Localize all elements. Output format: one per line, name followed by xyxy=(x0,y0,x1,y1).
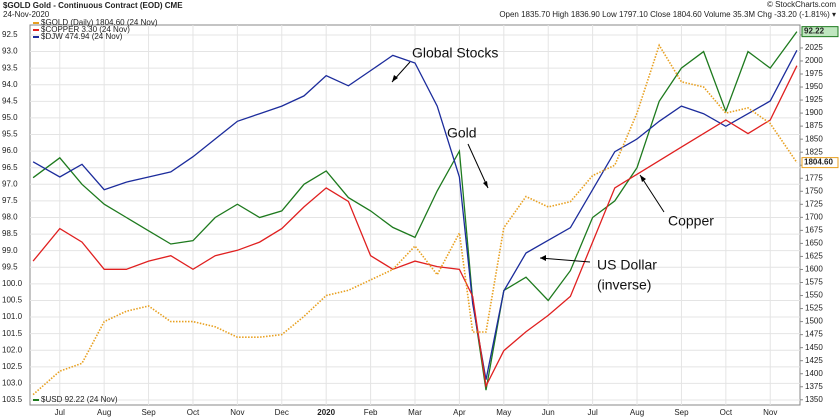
y2-tick-label: 1450 xyxy=(805,343,823,352)
y2-tick-label: 1600 xyxy=(805,265,823,274)
y2-tick-label: 1550 xyxy=(805,291,823,300)
y-tick-label: 102.0 xyxy=(2,345,23,354)
y2-tick-label: 1500 xyxy=(805,317,823,326)
y2-tick-label: 1575 xyxy=(805,278,823,287)
y-tick-label: 96.5 xyxy=(2,163,18,172)
y-tick-label: 103.5 xyxy=(2,395,23,404)
legend-label: $GOLD (Daily) 1804.60 (24 Nov) xyxy=(41,18,158,27)
y2-tick-label: 1700 xyxy=(805,212,823,221)
x-tick-label: Jul xyxy=(588,408,598,417)
x-tick-label: Nov xyxy=(763,408,777,417)
series-line xyxy=(32,31,798,391)
y2-tick-label: 1825 xyxy=(805,147,823,156)
arrow xyxy=(639,174,665,213)
x-tick-label: Sep xyxy=(141,408,156,417)
arrowhead xyxy=(483,181,488,188)
arrow xyxy=(539,257,591,263)
y-tick-label: 92.5 xyxy=(2,30,18,39)
y-tick-label: 95.5 xyxy=(2,130,18,139)
x-tick-label: Oct xyxy=(720,408,733,417)
credit: © StockCharts.com xyxy=(767,0,836,9)
annotation: (inverse) xyxy=(597,277,651,293)
annotation: Global Stocks xyxy=(412,45,498,61)
y-tick-label: 97.5 xyxy=(2,196,18,205)
arrowhead xyxy=(540,255,546,261)
y-tick-label: 99.0 xyxy=(2,246,18,255)
x-tick-label: Aug xyxy=(630,408,644,417)
y-tick-label: 98.5 xyxy=(2,229,18,238)
annotation: US Dollar xyxy=(597,257,657,273)
y2-tick-label: 1525 xyxy=(805,304,823,313)
y-tick-label: 94.5 xyxy=(2,96,18,105)
y2-tick-label: 1350 xyxy=(805,395,823,404)
plot-layer: 92.5 93.0 93.5 94.0 94.5 95.0 95.5 96.0 96.5 97.0… xyxy=(2,18,839,417)
y-tick-label: 101.0 xyxy=(2,312,23,321)
y-tick-label: 96.0 xyxy=(2,146,18,155)
y-tick-label: 101.5 xyxy=(2,329,23,338)
x-tick-label: Dec xyxy=(275,408,289,417)
chart-title: $GOLD Gold - Continuous Contract (EOD) C… xyxy=(3,1,183,10)
y-tick-label: 102.5 xyxy=(2,362,23,371)
y2-tick-label: 1775 xyxy=(805,173,823,182)
y2-tick-label: 2025 xyxy=(805,43,823,52)
y-tick-label: 93.5 xyxy=(2,63,18,72)
y2-tick-label: 2000 xyxy=(805,56,823,65)
annotation: Gold xyxy=(447,125,477,141)
last-value-label: 92.22 xyxy=(804,27,825,36)
y-tick-label: 95.0 xyxy=(2,113,18,122)
x-tick-label: Aug xyxy=(97,408,111,417)
y2-tick-label: 1900 xyxy=(805,108,823,117)
legend-label: $DJW 474.94 (24 Nov) xyxy=(41,32,123,41)
y-tick-label: 100.5 xyxy=(2,296,23,305)
x-tick-label: Apr xyxy=(453,408,466,417)
y2-tick-label: 1950 xyxy=(805,82,823,91)
last-value-box xyxy=(801,26,839,38)
arrow xyxy=(467,143,489,189)
y-tick-label: 97.0 xyxy=(2,179,18,188)
x-tick-label: 2020 xyxy=(317,408,335,417)
legend-label: $USD 92.22 (24 Nov) xyxy=(41,395,118,404)
x-tick-label: Jun xyxy=(542,408,555,417)
y-tick-label: 93.0 xyxy=(2,47,18,56)
y2-tick-label: 1975 xyxy=(805,69,823,78)
x-tick-label: Jul xyxy=(55,408,65,417)
arrowhead xyxy=(640,175,646,182)
y2-tick-label: 1850 xyxy=(805,134,823,143)
quote: Open 1835.70 High 1836.90 Low 1797.10 Cl… xyxy=(499,10,836,19)
y2-tick-label: 1725 xyxy=(805,199,823,208)
last-value-box xyxy=(801,157,839,169)
arrowhead xyxy=(392,75,398,82)
y-tick-label: 94.0 xyxy=(2,80,18,89)
annotation: Copper xyxy=(668,213,714,229)
y-tick-label: 98.0 xyxy=(2,213,18,222)
series-line xyxy=(32,65,798,389)
y2-tick-label: 1675 xyxy=(805,225,823,234)
y2-tick-label: 1750 xyxy=(805,186,823,195)
y2-tick-label: 1375 xyxy=(805,382,823,391)
legend-label: $COPPER 3.30 (24 Nov) xyxy=(41,25,130,34)
y2-tick-label: 1625 xyxy=(805,252,823,261)
x-tick-label: Mar xyxy=(408,408,422,417)
x-tick-label: Oct xyxy=(187,408,200,417)
y-tick-label: 99.5 xyxy=(2,262,18,271)
x-tick-label: Feb xyxy=(364,408,378,417)
y-tick-label: 103.0 xyxy=(2,379,23,388)
x-tick-label: Sep xyxy=(674,408,689,417)
x-tick-label: Nov xyxy=(230,408,244,417)
series-line xyxy=(32,49,798,380)
y2-tick-label: 1875 xyxy=(805,121,823,130)
y2-tick-label: 1425 xyxy=(805,356,823,365)
y-tick-label: 100.0 xyxy=(2,279,23,288)
y2-tick-label: 1925 xyxy=(805,95,823,104)
y2-tick-label: 1475 xyxy=(805,330,823,339)
y2-tick-label: 1650 xyxy=(805,239,823,248)
chart-subtitle: 24-Nov-2020 xyxy=(3,10,50,19)
y2-tick-label: 1400 xyxy=(805,369,823,378)
x-tick-label: May xyxy=(496,408,511,417)
last-value-label: 1804.60 xyxy=(804,158,833,167)
